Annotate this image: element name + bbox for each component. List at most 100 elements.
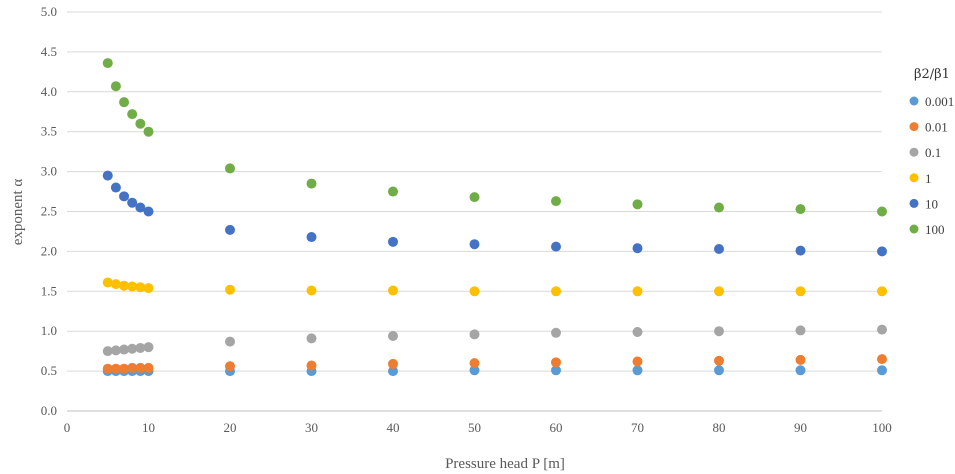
data-point (877, 246, 887, 257)
data-point (306, 178, 317, 189)
data-point (225, 336, 235, 347)
legend-label: 10 (925, 196, 938, 211)
data-point (551, 241, 561, 252)
data-point (795, 365, 806, 376)
y-tick-labels: 0.0 0.5 1.0 1.5 2.0 2.5 3.0 3.5 4.0 4.5 5.0 (41, 4, 57, 418)
data-point (388, 285, 398, 296)
data-point (388, 358, 398, 369)
data-point (388, 236, 398, 247)
x-tick-label: 100 (872, 420, 892, 435)
y-tick-label: 0.0 (41, 403, 57, 418)
legend-marker (909, 173, 919, 183)
data-point (110, 81, 121, 92)
data-point (877, 206, 887, 217)
data-point (127, 343, 138, 354)
data-point (119, 280, 130, 291)
data-point (225, 224, 235, 235)
x-tick-label: 60 (550, 420, 563, 435)
legend-label: 0.001 (925, 94, 954, 109)
data-point (102, 363, 113, 374)
x-tick-label: 10 (142, 420, 155, 435)
data-point (795, 354, 806, 365)
data-point (135, 362, 146, 373)
x-tick-label: 30 (305, 420, 318, 435)
data-point (306, 333, 317, 344)
data-point (551, 327, 561, 338)
data-point (469, 329, 480, 340)
data-point (388, 366, 398, 377)
data-point (135, 342, 146, 353)
data-point (632, 356, 643, 367)
data-point (714, 286, 724, 297)
data-point (127, 197, 138, 208)
legend-label: 0.1 (925, 145, 941, 160)
data-point (102, 58, 113, 69)
series-100 (102, 58, 887, 217)
y-tick-label: 2.5 (41, 204, 57, 219)
legend: β2/β1 0.001 0.01 0.1 1 10 100 (909, 67, 954, 237)
data-point (102, 277, 113, 288)
legend-label: 100 (925, 222, 945, 237)
data-point (632, 243, 643, 254)
legend-title: β2/β1 (914, 67, 950, 82)
data-point (110, 279, 121, 290)
data-point (119, 97, 130, 108)
data-point (119, 363, 130, 374)
data-point (110, 345, 121, 356)
data-point (877, 324, 887, 335)
data-point (127, 281, 138, 292)
y-tick-label: 4.5 (41, 44, 57, 59)
data-point (469, 286, 480, 297)
legend-label: 0.01 (925, 120, 948, 135)
data-point (714, 355, 724, 366)
data-point (388, 186, 398, 197)
data-point (119, 191, 130, 202)
data-point (632, 326, 643, 337)
data-point (795, 245, 806, 256)
y-tick-label: 2.0 (41, 243, 57, 258)
data-point (143, 206, 154, 217)
data-point (714, 202, 724, 213)
data-point (143, 342, 154, 353)
series-0.01 (102, 354, 887, 374)
data-point (469, 365, 480, 376)
data-point (102, 346, 113, 357)
data-points (102, 58, 887, 377)
data-point (110, 363, 121, 374)
y-tick-label: 0.5 (41, 363, 57, 378)
x-tick-label: 40 (387, 420, 400, 435)
data-point (877, 365, 887, 376)
data-point (135, 202, 146, 213)
data-point (469, 192, 480, 203)
data-point (877, 286, 887, 297)
data-point (714, 244, 724, 255)
data-point (225, 361, 235, 372)
data-point (551, 365, 561, 376)
data-point (102, 170, 113, 181)
data-point (714, 365, 724, 376)
data-point (632, 365, 643, 376)
x-tick-label: 90 (794, 420, 807, 435)
data-point (306, 360, 317, 371)
data-point (551, 357, 561, 368)
x-tick-labels: 0 10 20 30 40 50 60 70 80 90 100 (64, 420, 892, 435)
data-point (795, 286, 806, 297)
data-point (795, 204, 806, 215)
data-point (714, 326, 724, 337)
data-point (388, 330, 398, 341)
data-point (306, 285, 317, 296)
x-tick-label: 0 (64, 420, 71, 435)
x-axis-title: Pressure head P [m] (445, 456, 565, 472)
y-axis-title: exponent α (10, 179, 26, 246)
data-point (135, 282, 146, 293)
legend-label: 1 (925, 171, 932, 186)
data-point (306, 232, 317, 243)
legend-marker (909, 198, 919, 208)
data-point (143, 283, 154, 294)
legend-marker (909, 96, 919, 106)
x-tick-label: 20 (224, 420, 237, 435)
data-point (551, 196, 561, 207)
y-tick-label: 3.5 (41, 124, 57, 139)
